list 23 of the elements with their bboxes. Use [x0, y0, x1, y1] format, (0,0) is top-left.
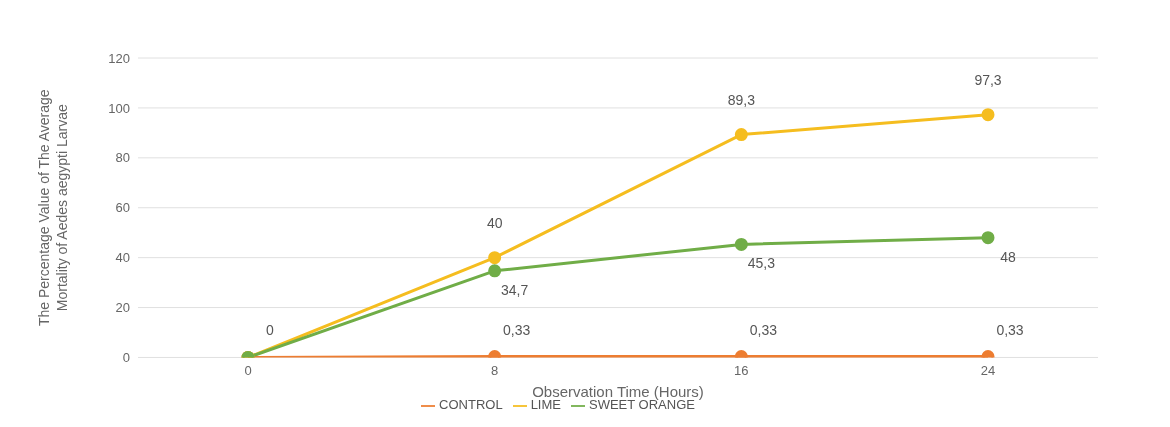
y-tick-label: 20: [115, 300, 130, 316]
y-tick-label: 0: [122, 350, 130, 366]
y-tick-label: 60: [115, 200, 130, 216]
data-label: 89,3: [727, 91, 756, 108]
x-tick-label: 0: [244, 362, 252, 378]
data-label: 34,7: [501, 281, 529, 298]
x-tick-label: 16: [734, 362, 749, 378]
y-tick-label: 40: [115, 250, 130, 266]
data-label: 97,3: [974, 71, 1002, 88]
y-axis-title: The Percentage Value of The Average Mortality of Aedes aegypti Larvae: [36, 89, 70, 327]
data-label: 0,33: [503, 321, 531, 338]
x-tick-label: 8: [491, 362, 499, 378]
data-label: 40: [486, 214, 503, 231]
x-tick-label: 24: [980, 362, 996, 378]
data-label: 48: [1000, 248, 1016, 265]
data-label: 0: [266, 322, 275, 339]
y-tick-label: 120: [108, 50, 130, 66]
data-label: 0,33: [749, 321, 778, 338]
y-tick-label: 80: [115, 150, 130, 166]
legend-label: CONTROL: [439, 397, 503, 413]
data-label: 45,3: [747, 255, 776, 272]
y-tick-label: 100: [108, 100, 130, 116]
data-label: 0,33: [996, 321, 1024, 338]
